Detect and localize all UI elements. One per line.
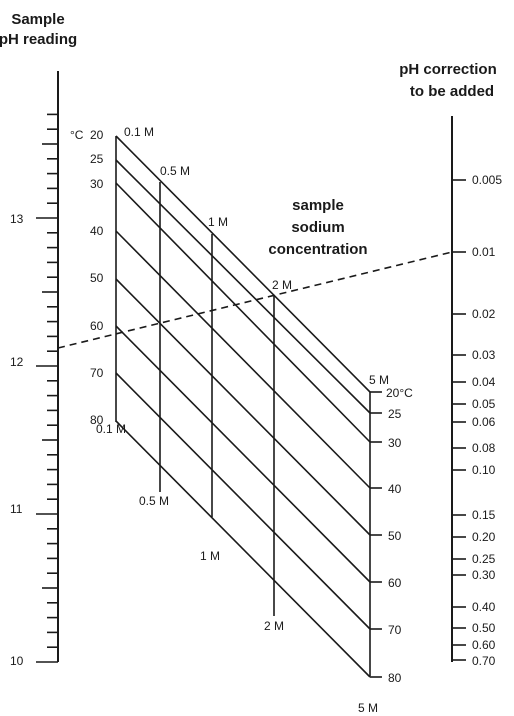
- ph-reading-title-line1: Sample: [11, 11, 64, 28]
- corr-label-0.08: 0.08: [472, 441, 496, 455]
- corr-label-0.01: 0.01: [472, 245, 496, 259]
- sodium-title-line2: sodium: [291, 219, 344, 236]
- correction-title-line2: to be added: [410, 83, 494, 100]
- corr-label-0.50: 0.50: [472, 621, 496, 635]
- conc-top-0.1M: 0.1 M: [124, 125, 154, 139]
- conc-top-2M: 2 M: [272, 278, 292, 292]
- sodium-temperature-grid: sample sodium concentration °C 20 25 30 …: [70, 125, 413, 715]
- corr-label-0.15: 0.15: [472, 508, 496, 522]
- left-temp-70: 70: [90, 366, 104, 380]
- right-temp-50: 50: [388, 529, 402, 543]
- sodium-title-line1: sample: [292, 197, 344, 214]
- ph-label-13: 13: [10, 212, 24, 226]
- corr-label-0.10: 0.10: [472, 463, 496, 477]
- corr-label-0.20: 0.20: [472, 530, 496, 544]
- conc-bottom-1M: 1 M: [200, 549, 220, 563]
- ph-reading-ticks: [36, 114, 58, 662]
- temp-line-20: [116, 136, 370, 392]
- left-temp-20: 20: [90, 128, 104, 142]
- right-temp-60: 60: [388, 576, 402, 590]
- temp-line-60: [116, 326, 370, 582]
- left-temp-25: 25: [90, 152, 104, 166]
- corr-label-0.02: 0.02: [472, 307, 496, 321]
- corr-label-0.60: 0.60: [472, 638, 496, 652]
- temp-line-40: [116, 231, 370, 488]
- corr-label-0.03: 0.03: [472, 348, 496, 362]
- conc-top-0.5M: 0.5 M: [160, 164, 190, 178]
- corr-label-0.25: 0.25: [472, 552, 496, 566]
- conc-bottom-5M: 5 M: [358, 701, 378, 715]
- right-temp-80: 80: [388, 671, 402, 685]
- right-temp-30: 30: [388, 436, 402, 450]
- corr-label-0.005: 0.005: [472, 173, 502, 187]
- ph-correction-scale: pH correction to be added 0.005 0.01 0.0…: [399, 61, 502, 668]
- ph-reading-title-line2: pH reading: [0, 31, 77, 48]
- conc-bottom-0.1M: 0.1 M: [96, 422, 126, 436]
- right-temp-20: 20°C: [386, 386, 413, 400]
- corr-label-0.05: 0.05: [472, 397, 496, 411]
- sodium-title-line3: concentration: [268, 241, 367, 258]
- temp-unit-label: °C: [70, 128, 84, 142]
- ph-reading-scale: Sample pH reading 13 12 11 10: [0, 11, 77, 668]
- corr-label-0.40: 0.40: [472, 600, 496, 614]
- conc-top-5M: 5 M: [369, 373, 389, 387]
- left-temp-60: 60: [90, 319, 104, 333]
- corr-label-0.70: 0.70: [472, 654, 496, 668]
- right-temp-40: 40: [388, 482, 402, 496]
- correction-title-line1: pH correction: [399, 61, 497, 78]
- ph-label-11: 11: [10, 502, 23, 516]
- left-temp-40: 40: [90, 224, 104, 238]
- left-temp-50: 50: [90, 271, 104, 285]
- conc-bottom-2M: 2 M: [264, 619, 284, 633]
- right-temp-70: 70: [388, 623, 402, 637]
- ph-label-12: 12: [10, 355, 24, 369]
- temp-line-80: [116, 421, 370, 677]
- ph-label-10: 10: [10, 654, 24, 668]
- corr-label-0.30: 0.30: [472, 568, 496, 582]
- corr-label-0.04: 0.04: [472, 375, 496, 389]
- corr-label-0.06: 0.06: [472, 415, 496, 429]
- conc-bottom-0.5M: 0.5 M: [139, 494, 169, 508]
- conc-top-1M: 1 M: [208, 215, 228, 229]
- right-temp-25: 25: [388, 407, 402, 421]
- example-dashed-line: [58, 252, 452, 348]
- left-temp-30: 30: [90, 177, 104, 191]
